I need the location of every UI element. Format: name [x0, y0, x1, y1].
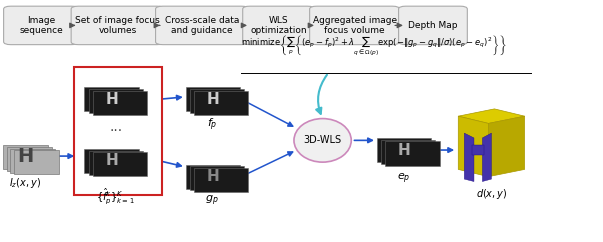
FancyBboxPatch shape: [190, 166, 244, 190]
Text: $\mathrm{minimize}\left\{\sum_{p}\left\{(e_p-f_p)^2+\lambda\sum_{q\in\Omega(p)}\: $\mathrm{minimize}\left\{\sum_{p}\left\{…: [241, 34, 507, 58]
Text: Cross-scale data
and guidance: Cross-scale data and guidance: [165, 16, 239, 35]
FancyBboxPatch shape: [242, 6, 315, 45]
Text: Depth Map: Depth Map: [408, 21, 458, 30]
FancyBboxPatch shape: [10, 149, 55, 173]
FancyBboxPatch shape: [156, 6, 248, 45]
FancyBboxPatch shape: [7, 147, 52, 171]
FancyBboxPatch shape: [89, 151, 143, 175]
FancyBboxPatch shape: [84, 149, 139, 173]
FancyBboxPatch shape: [84, 87, 139, 111]
Polygon shape: [472, 145, 484, 155]
Text: Aggregated image
focus volume: Aggregated image focus volume: [312, 16, 397, 35]
Polygon shape: [464, 133, 474, 182]
Text: H: H: [206, 92, 219, 107]
FancyBboxPatch shape: [309, 6, 399, 45]
Text: $I_z(x,y)$: $I_z(x,y)$: [9, 176, 42, 190]
FancyBboxPatch shape: [186, 165, 240, 189]
FancyBboxPatch shape: [194, 91, 248, 115]
FancyBboxPatch shape: [186, 87, 240, 111]
FancyBboxPatch shape: [194, 168, 248, 192]
Polygon shape: [482, 133, 491, 182]
Polygon shape: [458, 109, 525, 123]
FancyBboxPatch shape: [385, 141, 440, 166]
Text: 3D-WLS: 3D-WLS: [303, 135, 342, 145]
Text: H: H: [206, 169, 219, 184]
Ellipse shape: [294, 119, 351, 162]
Text: WLS
optimization: WLS optimization: [250, 16, 307, 35]
Text: Set of image focus
volumes: Set of image focus volumes: [75, 16, 160, 35]
FancyBboxPatch shape: [4, 6, 78, 45]
FancyBboxPatch shape: [93, 152, 147, 176]
Text: Image
sequence: Image sequence: [19, 16, 63, 35]
FancyBboxPatch shape: [3, 145, 48, 169]
Polygon shape: [488, 116, 525, 177]
Text: $\{\hat{f}_p^k\}_{k=1}^K$: $\{\hat{f}_p^k\}_{k=1}^K$: [96, 186, 135, 206]
FancyBboxPatch shape: [14, 150, 59, 174]
Text: $f_p$: $f_p$: [207, 116, 218, 133]
Text: H: H: [17, 147, 33, 166]
Text: H: H: [105, 153, 118, 168]
Polygon shape: [458, 116, 488, 177]
FancyBboxPatch shape: [381, 140, 435, 164]
FancyBboxPatch shape: [190, 89, 244, 113]
FancyBboxPatch shape: [399, 6, 467, 45]
Text: H: H: [397, 143, 411, 158]
FancyBboxPatch shape: [71, 6, 164, 45]
FancyBboxPatch shape: [377, 138, 431, 162]
FancyBboxPatch shape: [89, 89, 143, 113]
Text: $g_p$: $g_p$: [206, 194, 219, 208]
Text: $d(x,y)$: $d(x,y)$: [476, 187, 507, 201]
Text: ...: ...: [109, 120, 122, 134]
FancyBboxPatch shape: [93, 91, 147, 115]
Text: H: H: [105, 92, 118, 107]
Text: $e_p$: $e_p$: [397, 172, 411, 186]
